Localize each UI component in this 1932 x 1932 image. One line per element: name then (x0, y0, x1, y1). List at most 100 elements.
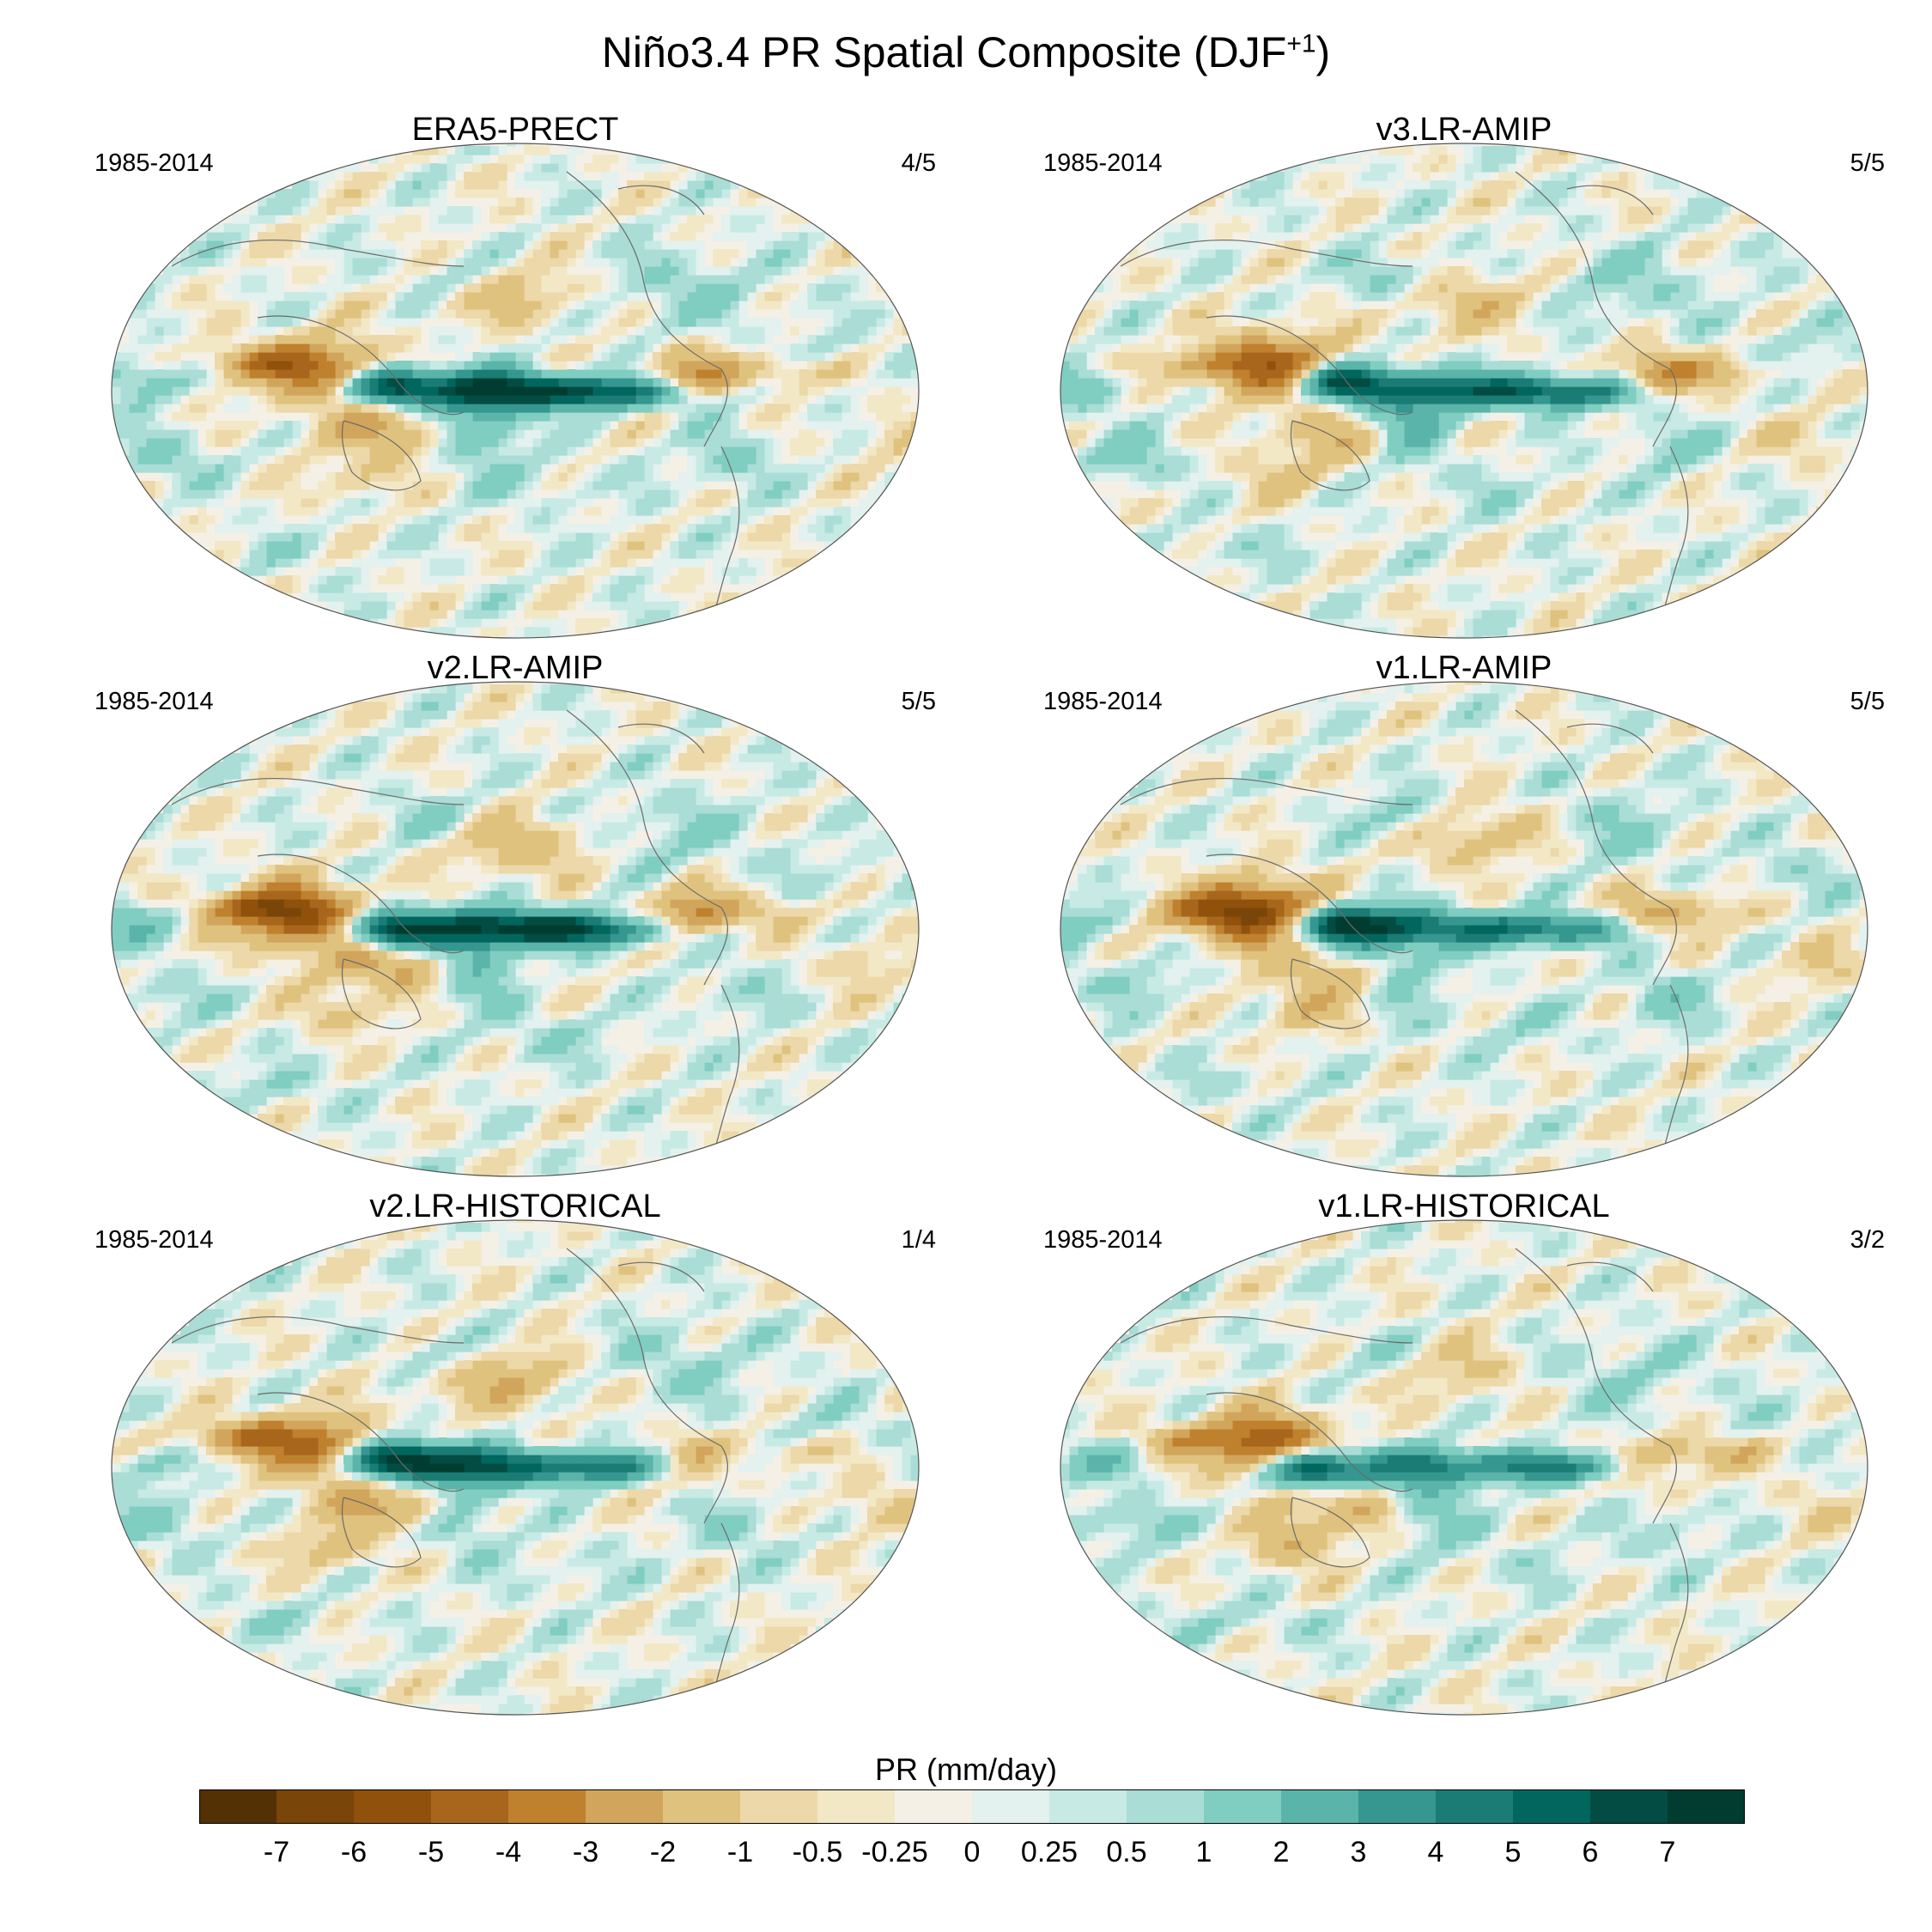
coastline (1120, 1316, 1413, 1344)
precip-field (1060, 143, 1868, 638)
coastline (1661, 1522, 1689, 1696)
coastline (566, 709, 729, 986)
coastline (1661, 446, 1689, 619)
map-outline (1060, 1219, 1868, 1716)
panel-years: 1985-2014 (1043, 1226, 1163, 1255)
map-outline (1060, 143, 1868, 639)
composite-map (111, 143, 920, 639)
panel-years: 1985-2014 (1043, 149, 1163, 178)
colorbar-swatch (1590, 1789, 1668, 1824)
map-panel-v1-historical: v1.LR-HISTORICAL 1985-2014 3/2 (1035, 1188, 1893, 1721)
map-panel-v1-amip: v1.LR-AMIP 1985-2014 5/5 (1035, 650, 1893, 1182)
colorbar-tick-label: 5 (1505, 1836, 1522, 1869)
panel-years: 1985-2014 (94, 149, 214, 178)
colorbar-frame (199, 1789, 1745, 1824)
composite-map (1060, 143, 1868, 639)
panel-ratio: 5/5 (902, 688, 936, 716)
panel-years: 1985-2014 (94, 1226, 214, 1255)
panel-title: v2.LR-AMIP (86, 650, 945, 687)
coastline (171, 778, 465, 805)
coastline (1566, 723, 1654, 754)
precip-field (112, 682, 919, 1176)
colorbar-tick-label: 0 (964, 1836, 981, 1869)
coastline (341, 420, 422, 491)
panel-title: v1.LR-AMIP (1035, 650, 1893, 687)
colorbar-swatch (586, 1789, 664, 1824)
colorbar-tick-label: 0.25 (1021, 1836, 1078, 1869)
colorbar-swatch (740, 1789, 818, 1824)
precip-field (112, 143, 919, 638)
colorbar-swatch (1049, 1789, 1127, 1824)
figure-title-text: Niño3.4 PR Spatial Composite (DJF (602, 28, 1287, 76)
panel-ratio: 3/2 (1850, 1226, 1885, 1255)
panel-title: v2.LR-HISTORICAL (86, 1188, 945, 1225)
colorbar-swatch (1668, 1789, 1745, 1824)
map-outline (111, 1219, 920, 1716)
colorbar-tick-label: -0.25 (861, 1836, 928, 1869)
coastline (171, 240, 465, 267)
coastline (1206, 854, 1413, 954)
colorbar-tick-label: 0.5 (1106, 1836, 1146, 1869)
map-outline (111, 143, 920, 639)
panel-title: v1.LR-HISTORICAL (1035, 1188, 1893, 1225)
coastline (257, 315, 465, 416)
colorbar-swatch (1127, 1789, 1205, 1824)
colorbar-swatch (431, 1789, 509, 1824)
coastline (712, 984, 740, 1157)
panel-title: v3.LR-AMIP (1035, 112, 1893, 149)
precip-field (1060, 682, 1868, 1176)
colorbar-swatch (354, 1789, 432, 1824)
coastline (1206, 1392, 1413, 1492)
colorbar-swatch (199, 1789, 277, 1824)
colorbar-swatch (1358, 1789, 1437, 1824)
colorbar-swatch (1436, 1789, 1514, 1824)
precip-field (1060, 1220, 1868, 1715)
coastline (341, 958, 422, 1030)
map-outline (111, 681, 920, 1177)
colorbar-tick-label: -6 (341, 1836, 367, 1869)
coastline (617, 723, 705, 754)
panel-ratio: 5/5 (1850, 149, 1885, 178)
panel-years: 1985-2014 (94, 688, 214, 716)
map-panel-v2-amip: v2.LR-AMIP 1985-2014 5/5 (86, 650, 945, 1182)
figure-title-close: ) (1316, 28, 1331, 76)
coastline (1290, 958, 1370, 1030)
composite-map (111, 681, 920, 1177)
coastline (1206, 315, 1413, 416)
map-panel-era5: ERA5-PRECT 1985-2014 4/5 (86, 112, 945, 644)
colorbar-swatch (895, 1789, 973, 1824)
figure-title: Niño3.4 PR Spatial Composite (DJF+1) (0, 27, 1932, 77)
colorbar-tick-label: 7 (1660, 1836, 1676, 1869)
panel-ratio: 5/5 (1850, 688, 1885, 716)
panel-title: ERA5-PRECT (86, 112, 945, 149)
colorbar-tick-label: 1 (1196, 1836, 1212, 1869)
colorbar-swatch (276, 1789, 355, 1824)
coastline (1515, 1248, 1678, 1524)
composite-map (1060, 1219, 1868, 1716)
coastline (1515, 709, 1678, 986)
precip-field (112, 1220, 919, 1715)
panel-ratio: 1/4 (902, 1226, 936, 1255)
colorbar-tick-label: -1 (727, 1836, 753, 1869)
coastline (1566, 185, 1654, 216)
colorbar-tick-label: -0.5 (793, 1836, 843, 1869)
coastline (1290, 1497, 1370, 1568)
colorbar-swatch (817, 1789, 896, 1824)
colorbar-tick-label: -3 (573, 1836, 598, 1869)
panel-years: 1985-2014 (1043, 688, 1163, 716)
coastline (1566, 1261, 1654, 1292)
colorbar-tick-label: -7 (264, 1836, 289, 1869)
colorbar-swatch (508, 1789, 586, 1824)
map-panel-v2-historical: v2.LR-HISTORICAL 1985-2014 1/4 (86, 1188, 945, 1721)
colorbar-label: PR (mm/day) (0, 1752, 1932, 1788)
coastline (1661, 984, 1689, 1157)
coastline (257, 854, 465, 954)
coastline (617, 185, 705, 216)
colorbar-tick-label: -2 (650, 1836, 676, 1869)
colorbar-swatch (663, 1789, 741, 1824)
coastline (617, 1261, 705, 1292)
colorbar-tick-label: -5 (418, 1836, 444, 1869)
colorbar-tick-label: 2 (1273, 1836, 1290, 1869)
colorbar-tick-label: -4 (495, 1836, 521, 1869)
colorbar-swatch (1281, 1789, 1359, 1824)
